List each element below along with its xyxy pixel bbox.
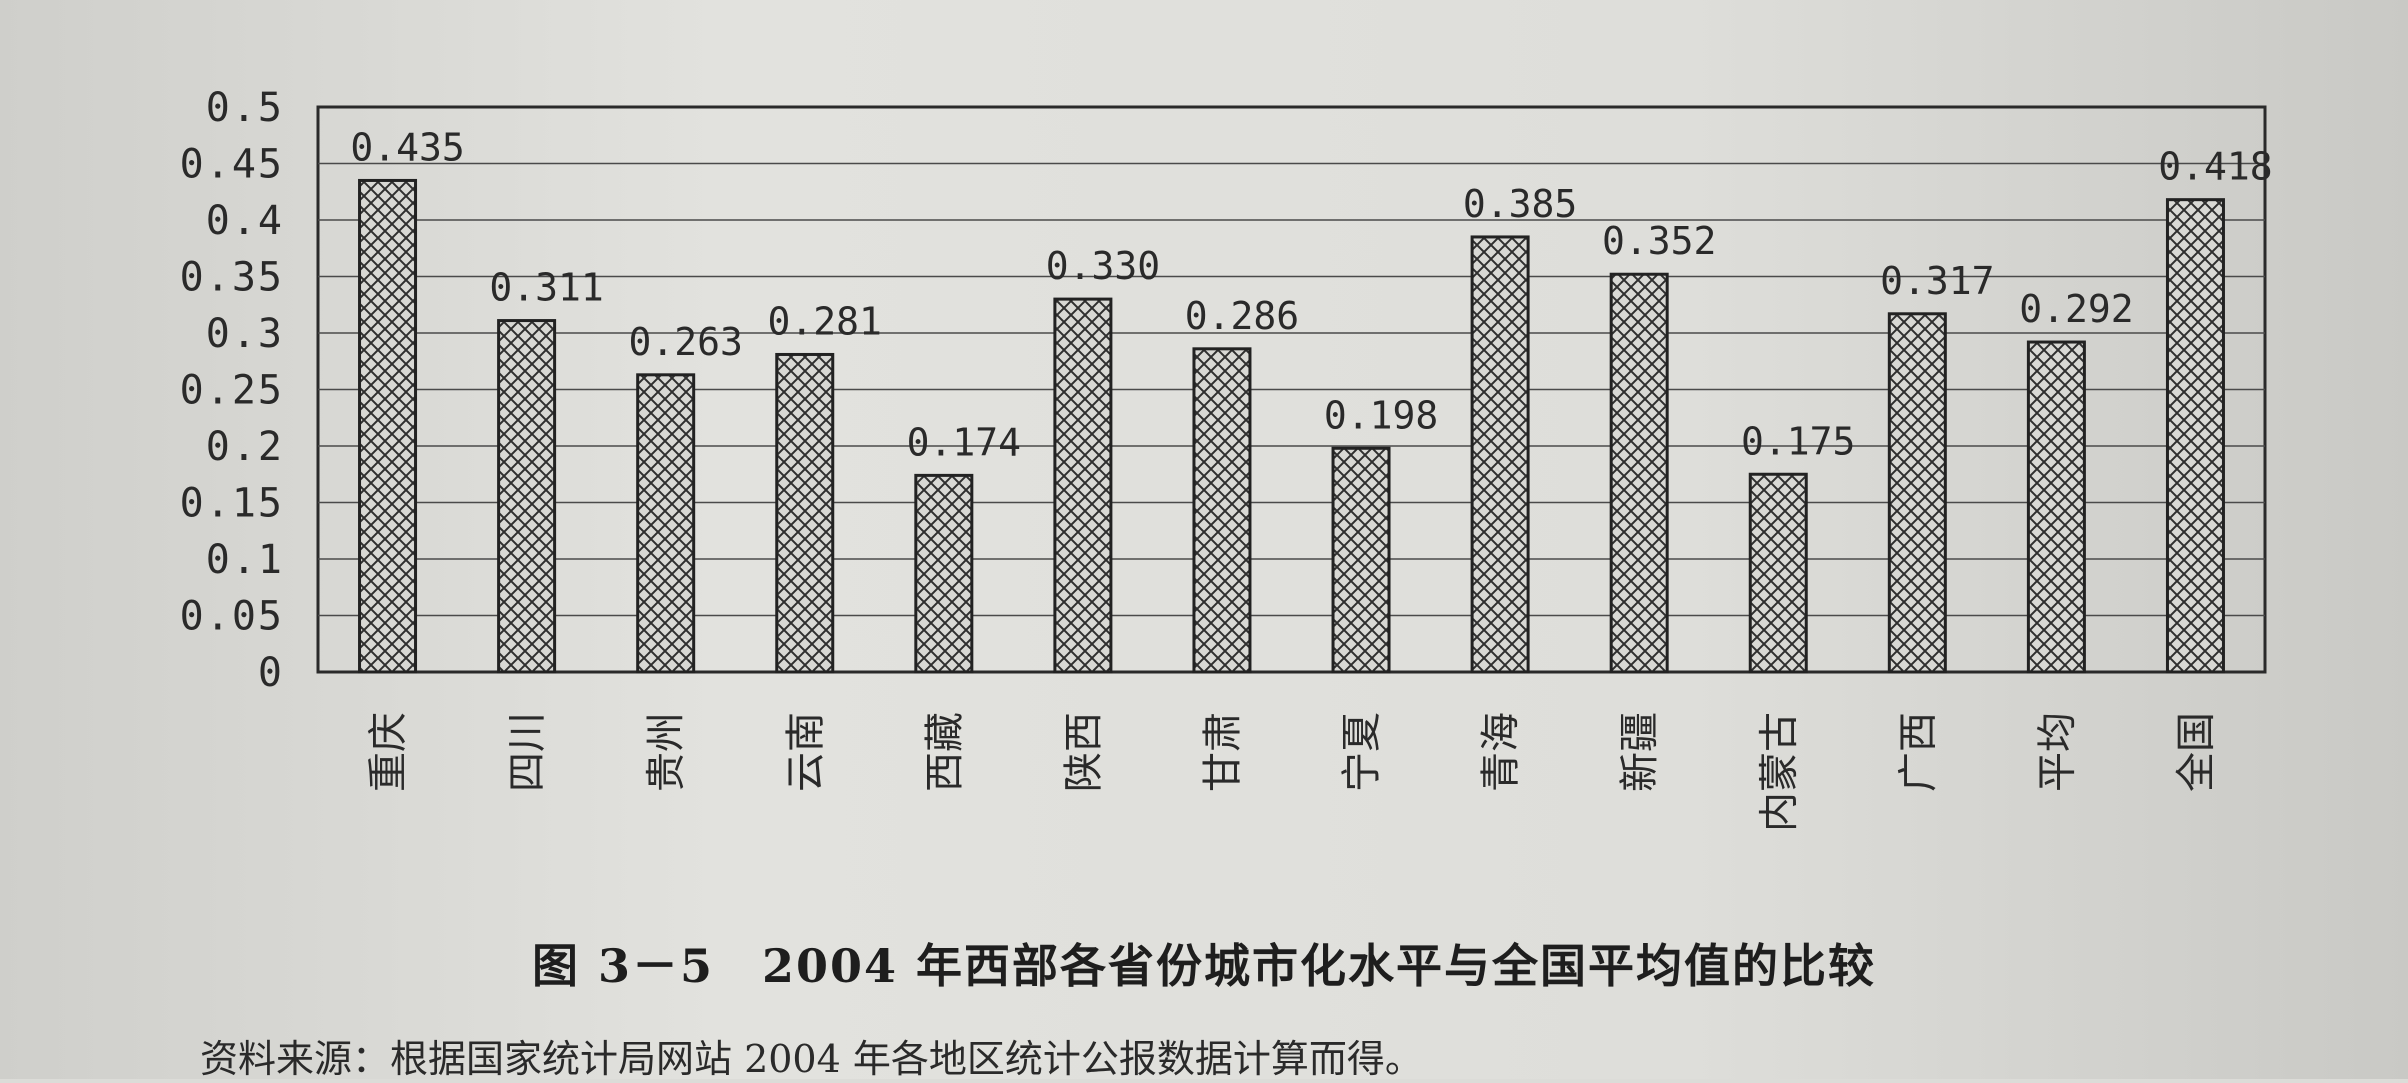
y-tick-label: 0.15: [180, 481, 284, 527]
bar-甘肃: [1192, 347, 1252, 674]
bar-全国: [2165, 198, 2225, 674]
bar-宁夏: [1331, 446, 1391, 674]
bar-value-label: 0.286: [1185, 294, 1299, 338]
bar-value-label: 0.330: [1046, 244, 1160, 288]
y-tick-label: 0.3: [206, 311, 284, 357]
y-tick-label: 0.4: [206, 198, 284, 244]
bar-四川: [497, 319, 557, 674]
figure-caption: 图 3－5 2004 年西部各省份城市化水平与全国平均值的比较: [531, 939, 1877, 993]
y-tick-label: 0: [258, 650, 284, 696]
bar-value-label: 0.311: [489, 266, 603, 310]
bar-平均: [2026, 340, 2086, 674]
x-category-label: 西藏: [922, 712, 968, 792]
x-category-label: 全国: [2173, 712, 2219, 792]
y-tick-label: 0.25: [180, 368, 284, 414]
bar-value-label: 0.174: [907, 420, 1021, 464]
bar-广西: [1887, 312, 1947, 674]
x-category-label: 平均: [2034, 712, 2080, 792]
bar-value-label: 0.292: [2019, 287, 2133, 331]
bar-云南: [775, 352, 835, 674]
bar-内蒙古: [1748, 472, 1808, 674]
y-tick-label: 0.5: [206, 85, 284, 131]
y-tick-label: 0.2: [206, 424, 284, 470]
y-tick-label: 0.35: [180, 255, 284, 301]
bar-青海: [1470, 235, 1530, 674]
bar-value-label: 0.435: [350, 125, 464, 169]
x-category-label: 陕西: [1061, 712, 1107, 792]
x-category-label: 贵州: [644, 712, 690, 792]
data-source-note: 资料来源：根据国家统计局网站 2004 年各地区统计公报数据计算而得。: [200, 1037, 1423, 1081]
bar-贵州: [636, 373, 696, 674]
bar-value-label: 0.198: [1324, 393, 1438, 437]
bar-value-label: 0.317: [1880, 259, 1994, 303]
bar-value-label: 0.175: [1741, 419, 1855, 463]
x-category-label: 重庆: [366, 712, 412, 792]
y-tick-label: 0.45: [180, 142, 284, 188]
bar-value-label: 0.418: [2158, 145, 2272, 189]
x-category-label: 广西: [1895, 712, 1941, 792]
x-category-label: 四川: [505, 712, 551, 792]
x-category-label: 甘肃: [1200, 712, 1246, 792]
bar-value-label: 0.385: [1463, 182, 1577, 226]
x-category-label: 宁夏: [1339, 712, 1385, 792]
bar-value-label: 0.352: [1602, 219, 1716, 263]
x-category-label: 青海: [1478, 712, 1524, 792]
bar-value-label: 0.263: [628, 320, 742, 364]
bar-陕西: [1053, 297, 1113, 674]
y-tick-label: 0.1: [206, 537, 284, 583]
bar-重庆: [358, 178, 418, 674]
bar-西藏: [914, 473, 974, 674]
x-category-label: 云南: [783, 712, 829, 792]
x-category-label: 内蒙古: [1756, 712, 1802, 832]
y-tick-label: 0.05: [180, 594, 284, 640]
bar-value-label: 0.281: [768, 299, 882, 343]
bar-新疆: [1609, 272, 1669, 674]
x-category-label: 新疆: [1617, 712, 1663, 792]
